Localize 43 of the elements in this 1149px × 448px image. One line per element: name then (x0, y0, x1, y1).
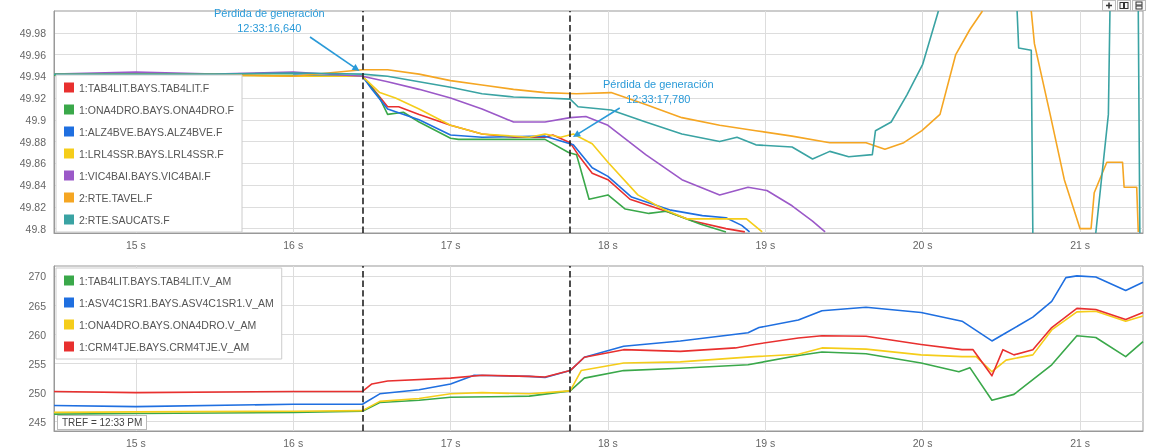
x-tick-label: 18 s (598, 238, 618, 251)
x-tick-label: 17 s (440, 238, 461, 251)
y-tick-label: 49.9 (25, 113, 47, 126)
legend-label: 1:ASV4C1SR1.BAYS.ASV4C1SR1.V_AM (79, 296, 274, 309)
legend-label: 2:RTE.SAUCATS.F (79, 213, 170, 226)
y-tick-label: 270 (28, 270, 47, 283)
annotation: Pérdida de generación 12:33:16,640 (212, 5, 326, 36)
y-tick-label: 49.92 (19, 92, 47, 105)
x-tick-label: 20 s (912, 238, 933, 251)
annotation: TREF = 12:33 PM (57, 415, 148, 430)
x-tick-label: 19 s (755, 238, 776, 251)
legend-label: 1:TAB4LIT.BAYS.TAB4LIT.V_AM (79, 274, 232, 287)
legend-label: 2:RTE.TAVEL.F (79, 191, 153, 204)
y-tick-label: 49.8 (25, 222, 47, 235)
legend-label: 1:TAB4LIT.BAYS.TAB4LIT.F (79, 81, 210, 94)
y-tick-label: 49.86 (19, 157, 47, 170)
x-tick-label: 17 s (440, 436, 461, 448)
legend-label: 1:LRL4SSR.BAYS.LRL4SSR.F (79, 147, 224, 160)
y-tick-label: 260 (28, 328, 47, 341)
y-tick-label: 49.94 (19, 70, 47, 83)
x-tick-label: 20 s (912, 436, 933, 448)
x-tick-label: 21 s (1070, 238, 1090, 251)
x-tick-label: 16 s (283, 436, 304, 448)
legend-label: 1:CRM4TJE.BAYS.CRM4TJE.V_AM (79, 340, 250, 353)
x-tick-label: 19 s (755, 436, 776, 448)
x-tick-label: 15 s (125, 238, 146, 251)
y-tick-label: 49.96 (19, 48, 47, 61)
legend-label: 1:VIC4BAI.BAYS.VIC4BAI.F (79, 169, 211, 182)
x-tick-label: 16 s (283, 238, 304, 251)
y-tick-label: 49.98 (19, 26, 47, 39)
legend-label: 1:ONA4DRO.BAYS.ONA4DRO.F (79, 103, 235, 116)
y-tick-label: 245 (28, 415, 47, 428)
x-tick-label: 15 s (125, 436, 146, 448)
x-tick-label: 18 s (598, 436, 618, 448)
y-tick-label: 49.82 (19, 200, 47, 213)
y-tick-label: 49.84 (19, 179, 47, 192)
y-tick-label: 49.88 (19, 135, 47, 148)
x-tick-label: 21 s (1070, 436, 1090, 448)
y-tick-label: 250 (28, 386, 47, 399)
legend-label: 1:ALZ4BVE.BAYS.ALZ4BVE.F (79, 125, 223, 138)
y-tick-label: 255 (28, 357, 47, 370)
y-tick-label: 265 (28, 299, 47, 312)
legend-label: 1:ONA4DRO.BAYS.ONA4DRO.V_AM (79, 318, 257, 331)
